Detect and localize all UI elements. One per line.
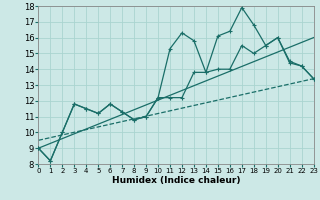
X-axis label: Humidex (Indice chaleur): Humidex (Indice chaleur) — [112, 176, 240, 185]
